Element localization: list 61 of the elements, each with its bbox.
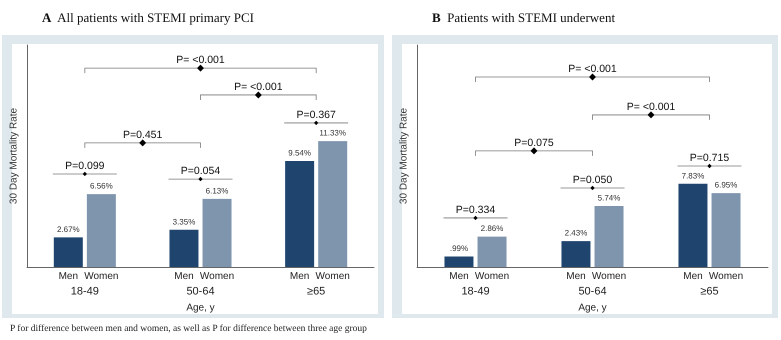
y-axis-title: 30 Day Mortality Rate xyxy=(398,107,410,204)
data-label: 6.95% xyxy=(714,180,738,190)
data-label: 6.56% xyxy=(90,182,113,191)
x-tick-label: 18-49 xyxy=(461,286,490,298)
text: P=0.715 xyxy=(690,152,730,164)
text: Women xyxy=(592,271,626,282)
text: P=0.075 xyxy=(514,136,554,149)
series-label: Women xyxy=(474,271,510,282)
x-axis-title: Age, y xyxy=(578,302,607,314)
bar xyxy=(594,206,624,267)
x-tick-label: 50-64 xyxy=(578,286,607,298)
annotation: P=0.099 xyxy=(65,160,105,172)
text: Men xyxy=(683,271,703,282)
bar xyxy=(86,194,116,267)
annotation: P=0.054 xyxy=(180,165,220,178)
text: P= <0.001 xyxy=(626,100,676,113)
text: Men xyxy=(174,271,194,282)
series-label: Men xyxy=(58,271,78,282)
data-label: .99% xyxy=(450,244,468,253)
series-label: Women xyxy=(200,271,234,282)
data-label: 11.33% xyxy=(319,128,346,138)
text: P= <0.001 xyxy=(176,54,225,66)
bar xyxy=(202,198,232,267)
x-tick-label: 50-64 xyxy=(186,286,215,298)
data-label: 7.83% xyxy=(682,171,704,180)
bar xyxy=(678,184,708,267)
data-label: 5.74% xyxy=(598,193,620,202)
data-label: 9.54% xyxy=(288,148,311,158)
bar xyxy=(444,256,474,267)
bar xyxy=(285,161,314,267)
data-label: 2.43% xyxy=(564,228,588,238)
x-tick-label: ≥65 xyxy=(307,286,326,298)
data-label: 2.86% xyxy=(480,224,504,234)
text: Women xyxy=(84,271,119,282)
data-label: 2.67% xyxy=(56,224,80,234)
x-tick-label: 18-49 xyxy=(70,286,99,298)
x-tick-label: ≥65 xyxy=(700,286,719,298)
chart-title: B Patients with STEMI underwent xyxy=(432,10,616,25)
data-label: 6.13% xyxy=(206,186,228,196)
bar xyxy=(478,236,507,267)
text: P=0.367 xyxy=(296,108,336,121)
text: Men xyxy=(566,271,586,282)
chart-title: A All patients with STEMI primary PCI xyxy=(42,10,254,25)
text: P= <0.001 xyxy=(234,80,283,93)
bar xyxy=(561,241,590,267)
bar xyxy=(169,230,198,267)
bar xyxy=(54,237,83,267)
text: Men xyxy=(290,271,310,282)
series-label: Men xyxy=(449,271,469,282)
annotation: P=0.334 xyxy=(456,204,496,216)
text: P= <0.001 xyxy=(568,62,617,75)
text: Women xyxy=(708,271,744,282)
bar xyxy=(318,141,348,267)
text: P=0.451 xyxy=(122,128,163,141)
y-axis-title: 30 Day Mortality Rate xyxy=(8,107,20,204)
annotation: P=0.050 xyxy=(572,174,612,186)
text: P for difference between men and women, as well as P for difference between three age group xyxy=(10,324,367,334)
text: Women xyxy=(316,271,350,282)
bar xyxy=(712,193,741,267)
x-axis-title: Age, y xyxy=(186,302,215,314)
data-label: 3.35% xyxy=(172,217,196,226)
